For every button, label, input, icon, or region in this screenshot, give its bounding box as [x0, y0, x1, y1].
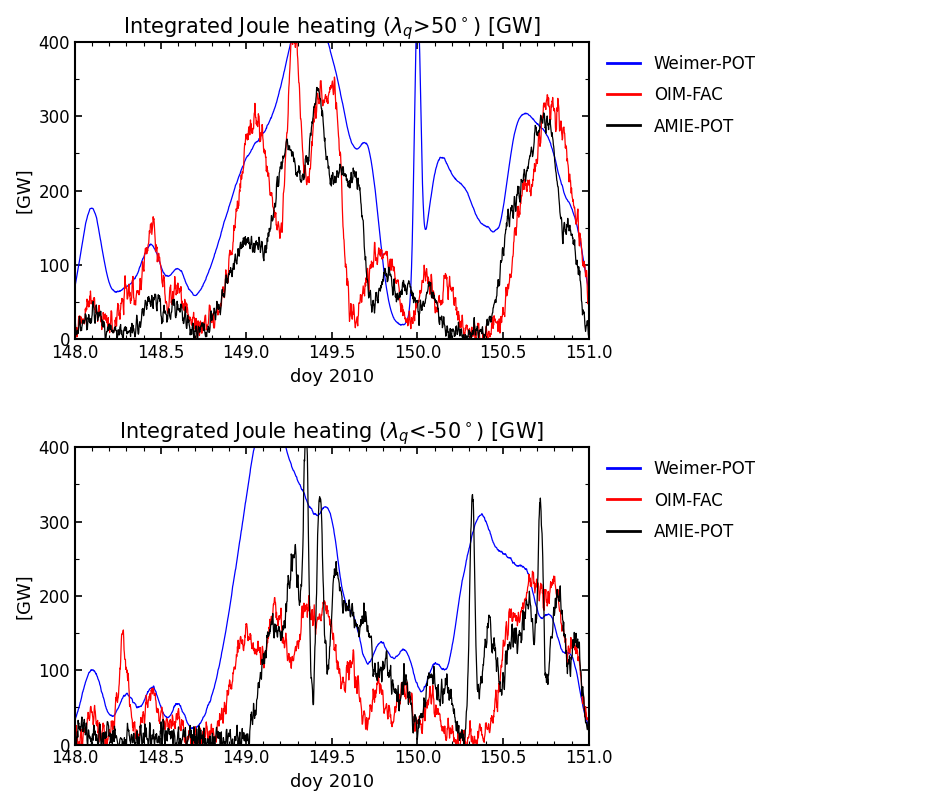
Weimer-POT	[308, 509, 319, 518]
Weimer-POT	[249, 442, 260, 452]
OIM-FAC	[308, 114, 319, 123]
X-axis label: doy 2010: doy 2010	[290, 368, 374, 385]
Weimer-POT	[583, 285, 594, 295]
AMIE-POT	[299, 442, 310, 452]
Line: Weimer-POT: Weimer-POT	[75, 42, 589, 326]
Y-axis label: [GW]: [GW]	[15, 573, 33, 619]
OIM-FAC	[362, 721, 373, 730]
AMIE-POT	[69, 732, 81, 742]
Weimer-POT	[188, 724, 199, 733]
Weimer-POT	[299, 488, 310, 498]
OIM-FAC	[109, 706, 120, 716]
OIM-FAC	[192, 334, 203, 344]
AMIE-POT	[109, 725, 120, 734]
AMIE-POT	[298, 174, 309, 184]
AMIE-POT	[288, 149, 299, 159]
Line: OIM-FAC: OIM-FAC	[75, 42, 589, 339]
AMIE-POT	[109, 324, 120, 334]
AMIE-POT	[100, 334, 111, 344]
Line: OIM-FAC: OIM-FAC	[75, 571, 589, 745]
Weimer-POT	[69, 716, 81, 725]
Weimer-POT	[285, 37, 296, 47]
OIM-FAC	[299, 168, 310, 178]
OIM-FAC	[131, 300, 142, 310]
AMIE-POT	[131, 738, 142, 748]
OIM-FAC	[298, 598, 309, 608]
Weimer-POT	[362, 141, 373, 151]
OIM-FAC	[288, 656, 299, 666]
Weimer-POT	[362, 659, 373, 669]
Line: Weimer-POT: Weimer-POT	[75, 447, 589, 729]
Line: AMIE-POT: AMIE-POT	[75, 87, 589, 339]
X-axis label: doy 2010: doy 2010	[290, 773, 374, 791]
Line: AMIE-POT: AMIE-POT	[75, 447, 589, 745]
Weimer-POT	[288, 466, 299, 476]
Legend: Weimer-POT, OIM-FAC, AMIE-POT: Weimer-POT, OIM-FAC, AMIE-POT	[602, 455, 761, 546]
OIM-FAC	[73, 740, 84, 750]
Legend: Weimer-POT, OIM-FAC, AMIE-POT: Weimer-POT, OIM-FAC, AMIE-POT	[602, 50, 761, 141]
Weimer-POT	[298, 37, 309, 47]
AMIE-POT	[70, 740, 81, 750]
AMIE-POT	[69, 318, 81, 328]
OIM-FAC	[69, 733, 81, 743]
OIM-FAC	[307, 617, 319, 627]
AMIE-POT	[583, 332, 594, 342]
Weimer-POT	[109, 710, 120, 720]
Weimer-POT	[307, 37, 319, 47]
AMIE-POT	[362, 280, 373, 289]
Title: Integrated Joule heating ($\lambda_q$>50$^\circ$) [GW]: Integrated Joule heating ($\lambda_q$>50…	[123, 15, 541, 42]
OIM-FAC	[583, 717, 594, 727]
AMIE-POT	[307, 112, 319, 122]
OIM-FAC	[583, 296, 594, 305]
OIM-FAC	[109, 326, 120, 335]
AMIE-POT	[311, 82, 322, 92]
AMIE-POT	[362, 625, 373, 635]
AMIE-POT	[583, 717, 594, 726]
Title: Integrated Joule heating ($\lambda_q$<-50$^\circ$) [GW]: Integrated Joule heating ($\lambda_q$<-5…	[119, 421, 544, 447]
OIM-FAC	[527, 567, 538, 576]
Weimer-POT	[131, 700, 142, 709]
Weimer-POT	[583, 721, 594, 730]
OIM-FAC	[362, 273, 373, 283]
AMIE-POT	[131, 321, 142, 330]
Weimer-POT	[288, 37, 299, 47]
Weimer-POT	[69, 280, 81, 290]
Weimer-POT	[395, 321, 407, 330]
OIM-FAC	[131, 734, 142, 744]
OIM-FAC	[288, 37, 299, 47]
OIM-FAC	[286, 37, 297, 47]
Y-axis label: [GW]: [GW]	[15, 168, 33, 214]
Weimer-POT	[131, 272, 142, 281]
AMIE-POT	[288, 553, 299, 563]
AMIE-POT	[308, 700, 319, 709]
OIM-FAC	[69, 325, 81, 334]
Weimer-POT	[109, 287, 120, 297]
AMIE-POT	[298, 474, 309, 484]
